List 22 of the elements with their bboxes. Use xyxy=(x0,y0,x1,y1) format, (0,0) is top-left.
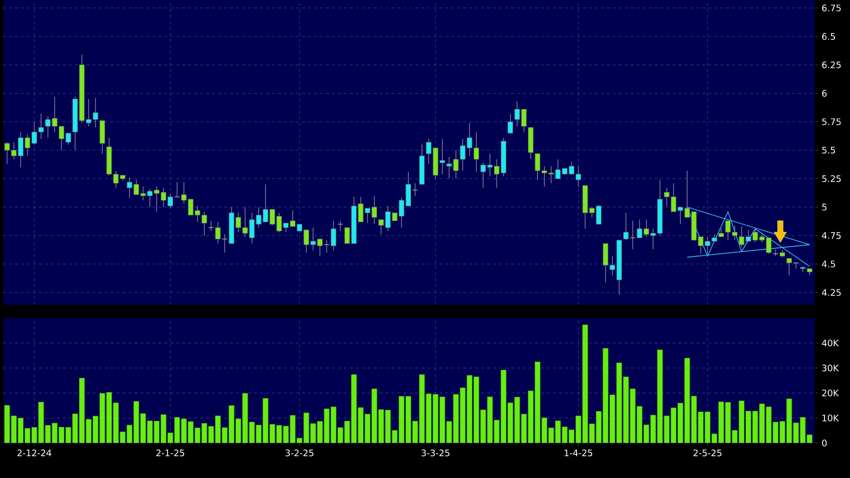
y-tick-label: 5.75 xyxy=(822,118,841,126)
y-tick-label: 20K xyxy=(822,390,839,396)
y-tick-label: 6 xyxy=(822,90,827,97)
y-tick-label: 4.25 xyxy=(822,289,841,296)
x-tick-label: 1-4-25 xyxy=(564,450,592,456)
y-tick-label: 4.5 xyxy=(822,260,836,268)
y-tick-label: 0 xyxy=(822,440,827,446)
x-tick-label: 3-3-25 xyxy=(422,450,450,456)
y-tick-label: 6.25 xyxy=(822,61,841,68)
y-tick-label: 5.25 xyxy=(822,175,841,182)
x-tick-label: 3-2-25 xyxy=(286,450,314,456)
y-tick-label: 10K xyxy=(822,414,839,422)
x-tick-label: 2-12-24 xyxy=(17,450,52,456)
x-tick-label: 2-1-25 xyxy=(156,450,184,456)
y-tick-label: 6.5 xyxy=(822,33,836,40)
y-tick-label: 6.75 xyxy=(822,4,841,12)
y-tick-label: 5.5 xyxy=(822,146,836,154)
y-tick-label: 30K xyxy=(822,364,839,372)
x-tick-label: 2-5-25 xyxy=(694,450,722,456)
y-tick-label: 40K xyxy=(822,340,839,346)
y-tick-label: 5 xyxy=(822,204,826,210)
y-tick-label: 4.75 xyxy=(822,232,841,239)
